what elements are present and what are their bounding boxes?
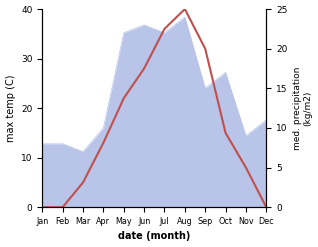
X-axis label: date (month): date (month) — [118, 231, 190, 242]
Y-axis label: max temp (C): max temp (C) — [5, 74, 16, 142]
Y-axis label: med. precipitation
(kg/m2): med. precipitation (kg/m2) — [293, 66, 313, 150]
